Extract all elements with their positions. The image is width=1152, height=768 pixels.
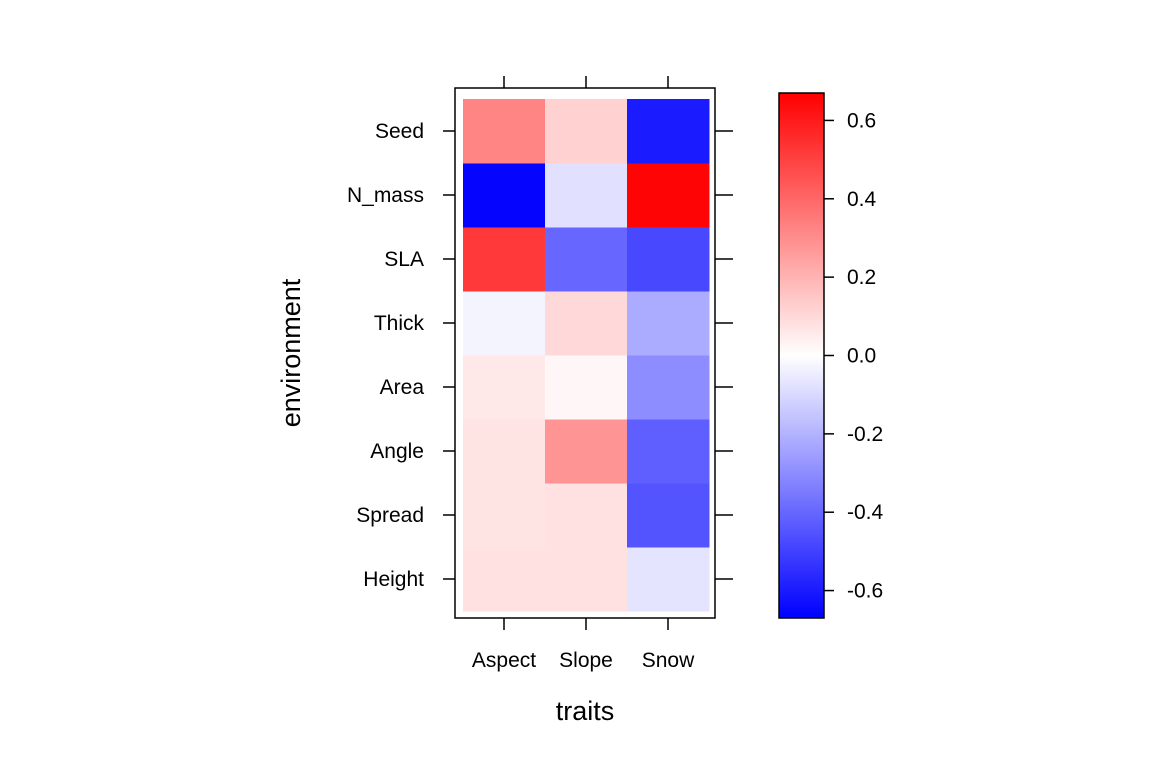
- heatmap-cell-Spread-Snow: [627, 483, 710, 548]
- colorbar-tick-label: -0.2: [847, 423, 883, 446]
- x-axis: Aspect Slope Snow: [472, 76, 695, 672]
- y-tick-label-SLA: SLA: [384, 248, 424, 271]
- heatmap-cell-SLA-Slope: [545, 227, 628, 292]
- colorbar-tick-label: 0.2: [847, 266, 876, 289]
- y-tick-label-N_mass: N_mass: [347, 184, 424, 207]
- heatmap-cells: [463, 99, 710, 612]
- x-tick-label-Aspect: Aspect: [472, 649, 536, 672]
- colorbar-tick-label: 0.4: [847, 188, 877, 211]
- heatmap-cell-Angle-Slope: [545, 419, 628, 484]
- heatmap-cell-Spread-Aspect: [463, 483, 546, 548]
- y-axis-title: environment: [276, 278, 306, 427]
- heatmap-cell-Height-Aspect: [463, 547, 546, 612]
- colorbar-gradient: [778, 92, 825, 619]
- heatmap-cell-Area-Snow: [627, 355, 710, 420]
- colorbar: -0.6 -0.4 -0.2 0.0 0.2 0.4 0.6: [778, 92, 884, 619]
- heatmap-cell-Seed-Aspect: [463, 99, 546, 164]
- y-tick-label-Seed: Seed: [375, 120, 424, 143]
- heatmap-cell-Seed-Slope: [545, 99, 628, 164]
- y-tick-label-Area: Area: [380, 376, 425, 399]
- heatmap-cell-Angle-Aspect: [463, 419, 546, 484]
- heatmap-cell-N_mass-Slope: [545, 163, 628, 228]
- heatmap-cell-N_mass-Aspect: [463, 163, 546, 228]
- colorbar-tick-label: -0.4: [847, 501, 884, 524]
- colorbar-tick-label: 0.6: [847, 109, 876, 132]
- heatmap-cell-Thick-Aspect: [463, 291, 546, 356]
- plot-frame: [454, 87, 716, 619]
- heatmap-cell-SLA-Snow: [627, 227, 710, 292]
- heatmap-cell-N_mass-Snow: [627, 163, 710, 228]
- y-axis: Height Spread Angle Area Thick SLA N_mass Seed: [347, 120, 733, 591]
- y-tick-label-Spread: Spread: [356, 504, 424, 527]
- y-tick-label-Thick: Thick: [374, 312, 425, 335]
- heatmap-cell-SLA-Aspect: [463, 227, 546, 292]
- heatmap-cell-Spread-Slope: [545, 483, 628, 548]
- heatmap-cell-Angle-Snow: [627, 419, 710, 484]
- colorbar-tick-label: 0.0: [847, 345, 876, 368]
- heatmap-cell-Area-Aspect: [463, 355, 546, 420]
- heatmap-cell-Thick-Slope: [545, 291, 628, 356]
- colorbar-tick-label: -0.6: [847, 580, 883, 603]
- heatmap-cell-Thick-Snow: [627, 291, 710, 356]
- heatmap-cell-Area-Slope: [545, 355, 628, 420]
- heatmap-cell-Seed-Snow: [627, 99, 710, 164]
- y-tick-label-Angle: Angle: [370, 440, 424, 463]
- x-tick-label-Slope: Slope: [559, 649, 613, 672]
- x-axis-title: traits: [556, 696, 615, 726]
- heatmap-cell-Height-Slope: [545, 547, 628, 612]
- x-tick-label-Snow: Snow: [642, 649, 695, 672]
- heatmap-cell-Height-Snow: [627, 547, 710, 612]
- y-tick-label-Height: Height: [363, 568, 424, 591]
